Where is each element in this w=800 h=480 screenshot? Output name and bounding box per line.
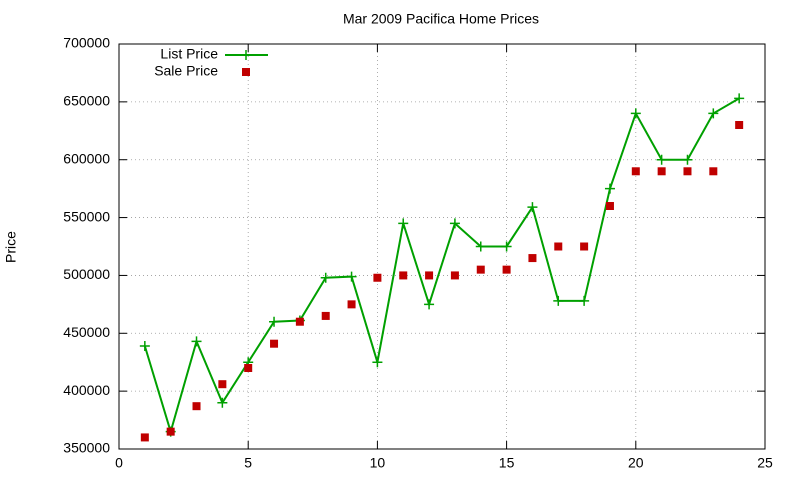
point	[373, 273, 382, 282]
x-tick-label: 5	[244, 455, 252, 471]
point	[553, 295, 564, 306]
point	[502, 265, 511, 274]
x-tick-label: 25	[757, 455, 773, 471]
y-axis-label: Price	[3, 231, 19, 263]
chart-title: Mar 2009 Pacifica Home Prices	[343, 11, 539, 27]
legend-swatch	[242, 68, 250, 76]
point	[580, 242, 589, 251]
point	[475, 241, 486, 252]
point	[192, 402, 201, 411]
point	[554, 242, 563, 251]
point	[269, 316, 280, 327]
point	[605, 202, 614, 210]
point	[709, 167, 718, 176]
y-tick-label: 400000	[63, 382, 110, 398]
point	[295, 317, 304, 326]
point	[399, 271, 408, 280]
y-tick-label: 350000	[63, 440, 110, 456]
point	[398, 218, 409, 229]
x-tick-label: 0	[115, 455, 123, 471]
point	[682, 154, 693, 165]
point	[140, 433, 149, 442]
point	[191, 336, 202, 347]
legend-swatch	[241, 50, 251, 60]
point	[320, 272, 331, 283]
point	[734, 93, 745, 104]
point	[425, 271, 434, 280]
x-tick-label: 20	[628, 455, 644, 471]
point	[166, 427, 175, 436]
point	[244, 364, 253, 372]
point	[449, 218, 460, 229]
point	[424, 299, 435, 310]
point	[501, 241, 512, 252]
point	[476, 265, 485, 274]
point	[347, 300, 356, 309]
point	[630, 108, 641, 119]
point	[579, 295, 590, 306]
point	[735, 121, 744, 129]
legend-label: Sale Price	[154, 63, 218, 79]
point	[217, 397, 228, 408]
series-line	[143, 97, 740, 436]
point	[372, 357, 383, 368]
y-tick-label: 450000	[63, 324, 110, 340]
y-tick-label: 650000	[63, 93, 110, 109]
point	[708, 108, 719, 119]
y-tick-label: 500000	[63, 266, 110, 282]
x-tick-label: 15	[499, 455, 515, 471]
point	[604, 183, 615, 194]
point	[270, 339, 279, 348]
y-tick-label: 600000	[63, 150, 110, 166]
point	[346, 271, 357, 282]
point	[450, 271, 459, 280]
point	[139, 341, 150, 352]
y-tick-label: 550000	[63, 208, 110, 224]
y-tick-label: 700000	[63, 35, 110, 51]
point	[683, 167, 692, 176]
point	[657, 167, 666, 176]
point	[631, 167, 640, 176]
point	[656, 154, 667, 165]
point	[527, 202, 538, 213]
legend-label: List Price	[160, 46, 218, 62]
plot-frame	[118, 43, 766, 450]
point	[321, 311, 330, 320]
point	[528, 254, 537, 263]
x-tick-label: 10	[370, 455, 386, 471]
point	[218, 380, 227, 389]
